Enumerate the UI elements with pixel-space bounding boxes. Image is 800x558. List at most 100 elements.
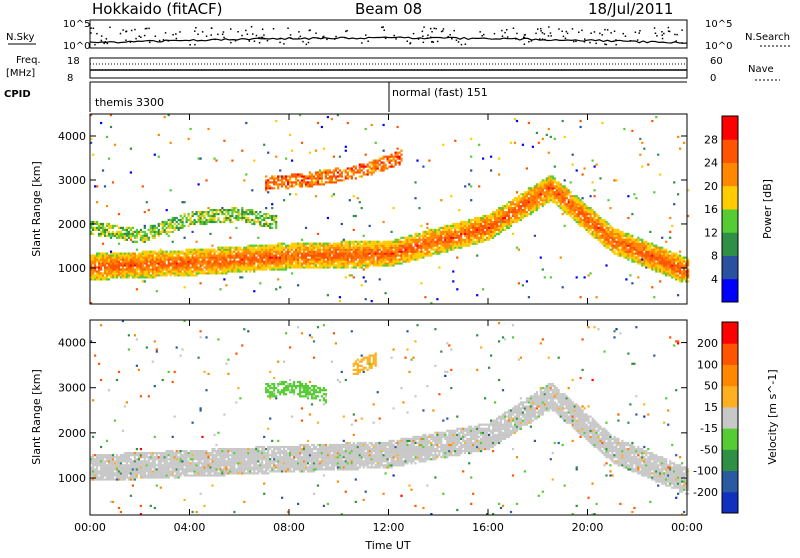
heatmap-cell [267, 181, 269, 183]
heatmap-cell [498, 158, 500, 160]
heatmap-cell [323, 264, 325, 266]
heatmap-cell [331, 118, 333, 120]
heatmap-cell [353, 245, 355, 247]
heatmap-cell [617, 249, 619, 251]
heatmap-cell [357, 169, 359, 171]
heatmap-cell [422, 233, 424, 235]
heatmap-cell [613, 229, 615, 231]
heatmap-cell [375, 162, 377, 164]
heatmap-cell [472, 225, 474, 227]
heatmap-cell [313, 245, 315, 247]
heatmap-cell [633, 239, 635, 241]
heatmap-cell [325, 171, 327, 173]
nsearch-point [107, 43, 109, 45]
heatmap-cell [420, 243, 422, 245]
heatmap-cell [588, 229, 590, 231]
heatmap-cell [619, 255, 621, 257]
heatmap-cell [221, 253, 223, 255]
heatmap-cell [538, 207, 540, 209]
heatmap-cell [639, 253, 641, 255]
heatmap-cell [550, 191, 552, 193]
heatmap-cell [233, 266, 235, 268]
heatmap-cell [253, 251, 255, 253]
heatmap-cell [283, 183, 285, 185]
heatmap-cell [233, 257, 235, 259]
heatmap-cell [160, 270, 162, 272]
heatmap-cell [166, 223, 168, 225]
heatmap-cell [213, 209, 215, 211]
heatmap-cell [478, 237, 480, 239]
heatmap-cell [607, 239, 609, 241]
heatmap-cell [269, 249, 271, 251]
heatmap-cell [379, 264, 381, 266]
heatmap-cell [649, 257, 651, 259]
nsearch-point [602, 34, 604, 36]
heatmap-cell [162, 231, 164, 233]
heatmap-cell [480, 219, 482, 221]
heatmap-cell [347, 167, 349, 169]
heatmap-cell [397, 156, 399, 158]
heatmap-cell [132, 253, 134, 255]
heatmap-cell [464, 235, 466, 237]
heatmap-cell [114, 272, 116, 274]
heatmap-cell [128, 268, 130, 270]
heatmap-cell [192, 261, 194, 263]
heatmap-cell [100, 235, 102, 237]
heatmap-cell [629, 243, 631, 245]
heatmap-cell [317, 177, 319, 179]
heatmap-cell [198, 158, 200, 160]
heatmap-cell [542, 205, 544, 207]
heatmap-cell [317, 261, 319, 263]
heatmap-cell [205, 257, 207, 259]
heatmap-cell [566, 211, 568, 213]
heatmap-cell [412, 251, 414, 253]
heatmap-cell [494, 213, 496, 215]
heatmap-cell [418, 251, 420, 253]
heatmap-cell [223, 270, 225, 272]
heatmap-cell [671, 257, 673, 259]
heatmap-cell [142, 241, 144, 243]
heatmap-cell [317, 259, 319, 261]
heatmap-cell [265, 181, 267, 183]
heatmap-cell [144, 268, 146, 270]
heatmap-cell [639, 243, 641, 245]
heatmap-cell [106, 272, 108, 274]
heatmap-cell [245, 264, 247, 266]
nsearch-point [515, 38, 517, 40]
heatmap-cell [554, 166, 556, 168]
heatmap-cell [275, 261, 277, 263]
heatmap-cell [136, 255, 138, 257]
heatmap-cell [552, 197, 554, 199]
heatmap-cell [134, 255, 136, 257]
heatmap-cell [265, 247, 267, 249]
heatmap-cell [496, 211, 498, 213]
nsearch-point [410, 42, 412, 44]
heatmap-cell [621, 239, 623, 241]
heatmap-cell [438, 243, 440, 245]
heatmap-cell [239, 261, 241, 263]
heatmap-cell [211, 245, 213, 247]
heatmap-cell [301, 255, 303, 257]
heatmap-cell [560, 183, 562, 185]
heatmap-cell [611, 245, 613, 247]
heatmap-cell [192, 231, 194, 233]
heatmap-cell [315, 177, 317, 179]
heatmap-cell [502, 213, 504, 215]
heatmap-cell [655, 255, 657, 257]
heatmap-cell [106, 255, 108, 257]
heatmap-cell [393, 262, 395, 264]
heatmap-cell [550, 185, 552, 187]
heatmap-cell [140, 274, 142, 276]
heatmap-cell [514, 199, 516, 201]
heatmap-cell [385, 264, 387, 266]
heatmap-cell [269, 253, 271, 255]
heatmap-cell [198, 259, 200, 261]
heatmap-cell [98, 223, 100, 225]
heatmap-cell [416, 247, 418, 249]
heatmap-cell [442, 229, 444, 231]
heatmap-cell [116, 276, 118, 278]
heatmap-cell [259, 247, 261, 249]
heatmap-cell [558, 205, 560, 207]
heatmap-cell [180, 266, 182, 268]
heatmap-cell [321, 253, 323, 255]
